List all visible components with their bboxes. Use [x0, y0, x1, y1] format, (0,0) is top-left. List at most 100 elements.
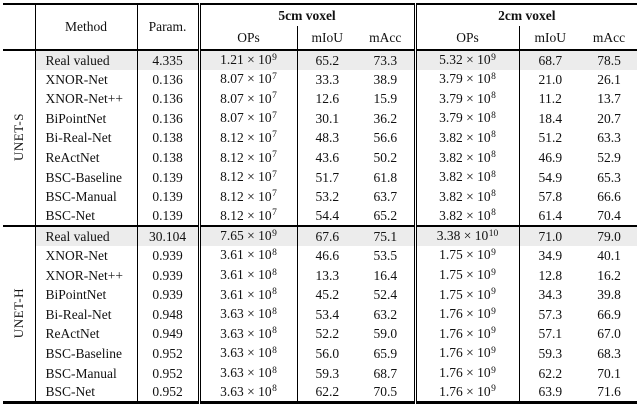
exponent: 8 — [491, 71, 496, 82]
ops-2cm-cell: 1.75 × 109 — [413, 285, 520, 305]
macc-2cm-cell: 66.9 — [597, 306, 621, 322]
macc-2cm-cell: 63.3 — [597, 130, 621, 146]
exponent: 7 — [272, 130, 277, 141]
miou-5cm-cell: 48.3 — [296, 128, 357, 148]
miou-5cm-cell: 33.3 — [296, 69, 357, 90]
ops-2cm-cell: 1.75 × 109 — [413, 265, 520, 286]
ops-2cm-cell: 3.82 × 108 — [413, 147, 520, 168]
exponent: 10 — [488, 228, 499, 239]
table-row: XNOR-Net 0.939 3.61 × 108 46.6 53.5 1.75 × 10… — [3, 245, 637, 266]
macc-2cm-cell: 40.1 — [597, 247, 621, 263]
miou-5cm-cell: 46.6 — [296, 245, 357, 266]
exponent: 9 — [272, 228, 277, 239]
param-cell: 0.952 — [136, 383, 199, 403]
ops-2cm-cell: 3.82 × 108 — [413, 167, 520, 188]
param-cell: 0.138 — [136, 147, 199, 168]
table-row: BSC-Baseline 0.952 3.63 × 108 56.0 65.9 1.76 … — [3, 343, 637, 364]
group-header-2cm-voxel: 2cm voxel — [413, 4, 638, 26]
param-cell: 0.136 — [136, 108, 199, 129]
macc-5cm-cell: 16.4 — [373, 267, 398, 283]
macc-2cm-cell: 67.0 — [597, 326, 621, 342]
param-cell: 0.136 — [136, 89, 199, 109]
ops-5cm-cell: 8.12 × 107 — [197, 206, 297, 227]
row-group-label-text: UNET-H — [11, 287, 27, 339]
macc-5cm-cell: 70.5 — [373, 384, 398, 400]
exponent: 8 — [272, 326, 277, 337]
exponent: 8 — [272, 345, 277, 356]
exponent: 8 — [272, 247, 277, 258]
macc-2cm-cell: 65.3 — [597, 169, 621, 185]
exponent: 8 — [491, 130, 496, 141]
table-row: ReActNet 0.138 8.12 × 107 43.6 50.2 3.82 × 10… — [3, 147, 637, 168]
miou-2cm-cell: 34.3 — [518, 285, 582, 305]
exponent: 9 — [491, 287, 496, 298]
exponent: 8 — [272, 306, 277, 317]
miou-2cm-cell: 34.9 — [518, 245, 582, 266]
table-row: BiPointNet 0.939 3.61 × 108 45.2 52.4 1.75 × … — [3, 285, 637, 305]
param-cell: 0.939 — [136, 265, 199, 286]
col-header-miou-5cm: mIoU — [296, 26, 357, 50]
param-cell: 30.104 — [136, 225, 199, 246]
exponent: 9 — [491, 306, 496, 317]
miou-5cm-cell: 62.2 — [296, 383, 357, 403]
exponent: 9 — [491, 326, 496, 337]
ops-5cm-cell: 8.07 × 107 — [197, 69, 297, 90]
col-header-ops-5cm: OPs — [197, 26, 297, 50]
ops-2cm-cell: 1.76 × 109 — [413, 343, 520, 364]
macc-2cm-cell: 79.0 — [581, 225, 638, 246]
table-row: Bi-Real-Net 0.948 3.63 × 108 53.4 63.2 1.76 ×… — [3, 304, 637, 325]
method-cell: XNOR-Net++ — [34, 89, 137, 109]
ops-2cm-cell: 3.82 × 108 — [413, 128, 520, 148]
miou-5cm-cell: 30.1 — [296, 108, 357, 129]
miou-2cm-cell: 18.4 — [518, 108, 582, 129]
miou-2cm-cell: 68.7 — [518, 50, 582, 70]
table-row: BSC-Net 0.952 3.63 × 108 62.2 70.5 1.76 × 109… — [3, 383, 637, 403]
miou-2cm-cell: 57.1 — [518, 324, 582, 344]
method-cell: BSC-Baseline — [34, 167, 137, 188]
ops-5cm-cell: 8.12 × 107 — [197, 147, 297, 168]
miou-2cm-cell: 63.9 — [518, 383, 582, 403]
exponent: 8 — [491, 169, 496, 180]
exponent: 7 — [272, 208, 277, 219]
exponent: 8 — [272, 365, 277, 376]
table-body: UNET-S Real valued 4.335 1.21 × 109 65.2 73.3… — [3, 50, 638, 403]
col-header-macc-2cm: mAcc — [592, 29, 626, 45]
macc-5cm-cell: 36.2 — [373, 110, 398, 126]
table-row: Bi-Real-Net 0.138 8.12 × 107 48.3 56.6 3.82 ×… — [3, 128, 637, 148]
param-cell: 0.949 — [136, 324, 199, 344]
method-cell: XNOR-Net++ — [34, 265, 137, 286]
table-row: XNOR-Net++ 0.939 3.61 × 108 13.3 16.4 1.75 × … — [3, 265, 637, 286]
ops-5cm-cell: 1.21 × 109 — [197, 50, 297, 70]
exponent: 7 — [272, 110, 277, 121]
miou-2cm-cell: 57.8 — [518, 187, 582, 207]
exponent: 9 — [491, 384, 496, 395]
table-row: BSC-Manual 0.139 8.12 × 107 53.2 63.7 3.82 × … — [3, 187, 637, 207]
param-cell: 0.948 — [136, 304, 199, 325]
macc-2cm-cell: 39.8 — [597, 287, 621, 303]
macc-2cm-cell: 13.7 — [597, 91, 621, 107]
param-cell: 4.335 — [136, 50, 199, 70]
header-row-groups: Method Param. 5cm voxel 2cm voxel — [3, 4, 638, 50]
macc-5cm-cell: 65.2 — [373, 208, 398, 224]
miou-2cm-cell: 59.3 — [518, 343, 582, 364]
exponent: 8 — [491, 110, 496, 121]
miou-5cm-cell: 43.6 — [296, 147, 357, 168]
table-row: UNET-S Real valued 4.335 1.21 × 109 65.2 73.3… — [3, 50, 638, 161]
ops-5cm-cell: 3.63 × 108 — [197, 343, 297, 364]
param-cell: 0.952 — [136, 363, 199, 384]
method-cell: ReActNet — [34, 324, 137, 344]
miou-5cm-cell: 54.4 — [296, 206, 357, 227]
macc-5cm-cell: 75.1 — [357, 225, 416, 246]
table-row: BiPointNet 0.136 8.07 × 107 30.1 36.2 3.79 × … — [3, 108, 637, 129]
method-cell: BSC-Manual — [34, 363, 137, 384]
macc-5cm-cell: 15.9 — [373, 91, 398, 107]
table-row: BSC-Net 0.139 8.12 × 107 54.4 65.2 3.82 × 108… — [3, 206, 637, 227]
ops-2cm-cell: 5.32 × 109 — [413, 50, 520, 70]
row-group-label: UNET-S — [3, 50, 35, 226]
miou-2cm-cell: 51.2 — [518, 128, 582, 148]
method-cell: XNOR-Net — [34, 69, 137, 90]
ops-5cm-cell: 8.07 × 107 — [197, 89, 297, 109]
results-table: Method Param. 5cm voxel 2cm voxel OPs mI… — [3, 3, 638, 405]
miou-2cm-cell: 62.2 — [518, 363, 582, 384]
exponent: 8 — [491, 91, 496, 102]
